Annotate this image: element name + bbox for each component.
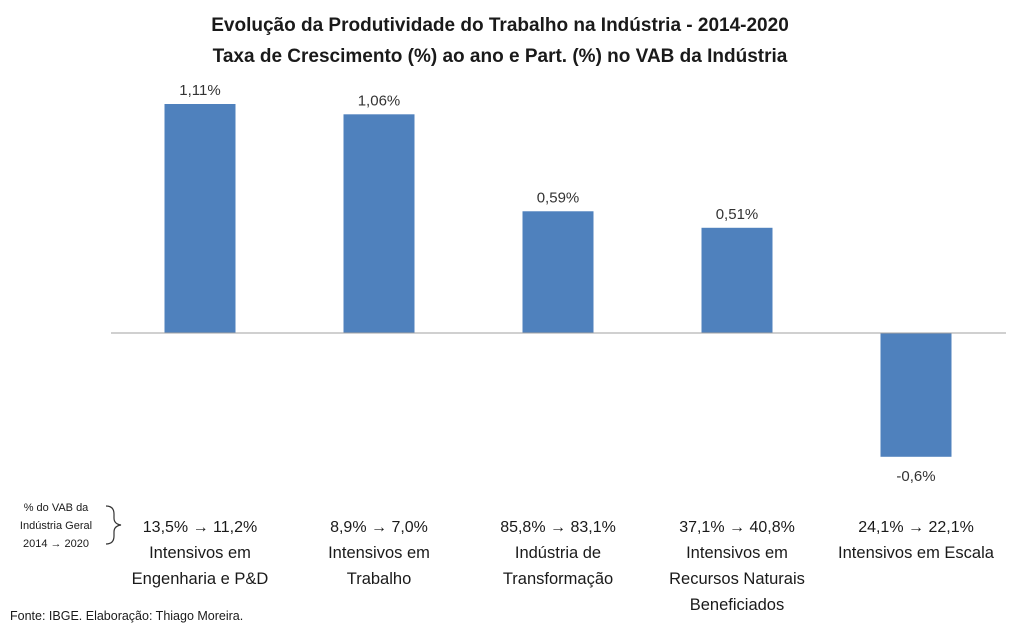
category-label-4-line-1: Intensivos em [686,544,788,562]
category-label-3-line-2: Transformação [503,570,613,588]
chart-title-line-2: Taxa de Crescimento (%) ao ano e Part. (… [213,46,788,67]
bar-4 [701,227,773,333]
vab-share-labels-group: 13,5% → 11,2% 8,9% → 7,0% 85,8% → 83,1% 37,… [143,519,974,536]
vab-share-label-3: 85,8% → 83,1% [500,519,616,536]
vab-share-label-2: 8,9% → 7,0% [330,519,428,536]
data-label-5: -0,6% [896,468,935,485]
bar-2 [343,114,415,334]
vab-note-line-1: % do VAB da [24,502,89,514]
bars-group [164,104,952,457]
source-note: Fonte: IBGE. Elaboração: Thiago Moreira. [10,609,243,623]
chart-title-line-1: Evolução da Produtividade do Trabalho na… [211,15,789,36]
vab-share-label-4: 37,1% → 40,8% [679,519,795,536]
bar-3 [522,211,594,333]
category-label-1-line-1: Intensivos em [149,544,251,562]
category-label-5-line-1: Intensivos em Escala [838,544,995,562]
data-label-2: 1,06% [358,92,401,109]
category-label-4-line-3: Beneficiados [690,596,784,614]
category-label-2-line-2: Trabalho [347,570,412,588]
category-label-2-line-1: Intensivos em [328,544,430,562]
vab-note-brace [105,505,122,545]
vab-share-label-1: 13,5% → 11,2% [143,519,257,536]
data-label-4: 0,51% [716,206,759,223]
vab-note-line-3: 2014 → 2020 [23,538,89,550]
category-labels-group: Intensivos em Engenharia e P&D Intensivos … [132,544,995,614]
category-label-4-line-2: Recursos Naturais [669,570,805,588]
bar-1 [164,104,236,333]
category-label-1-line-2: Engenharia e P&D [132,570,269,588]
data-label-3: 0,59% [537,189,580,206]
bar-5 [880,333,952,457]
vab-note: % do VAB da Indústria Geral 2014 → 2020 [20,502,122,550]
category-label-3-line-1: Indústria de [515,544,601,562]
data-label-1: 1,11% [179,82,220,99]
vab-share-label-5: 24,1% → 22,1% [858,519,974,536]
data-labels-group: 1,11% 1,06% 0,59% 0,51% -0,6% [179,82,935,485]
vab-note-line-2: Indústria Geral [20,520,92,532]
